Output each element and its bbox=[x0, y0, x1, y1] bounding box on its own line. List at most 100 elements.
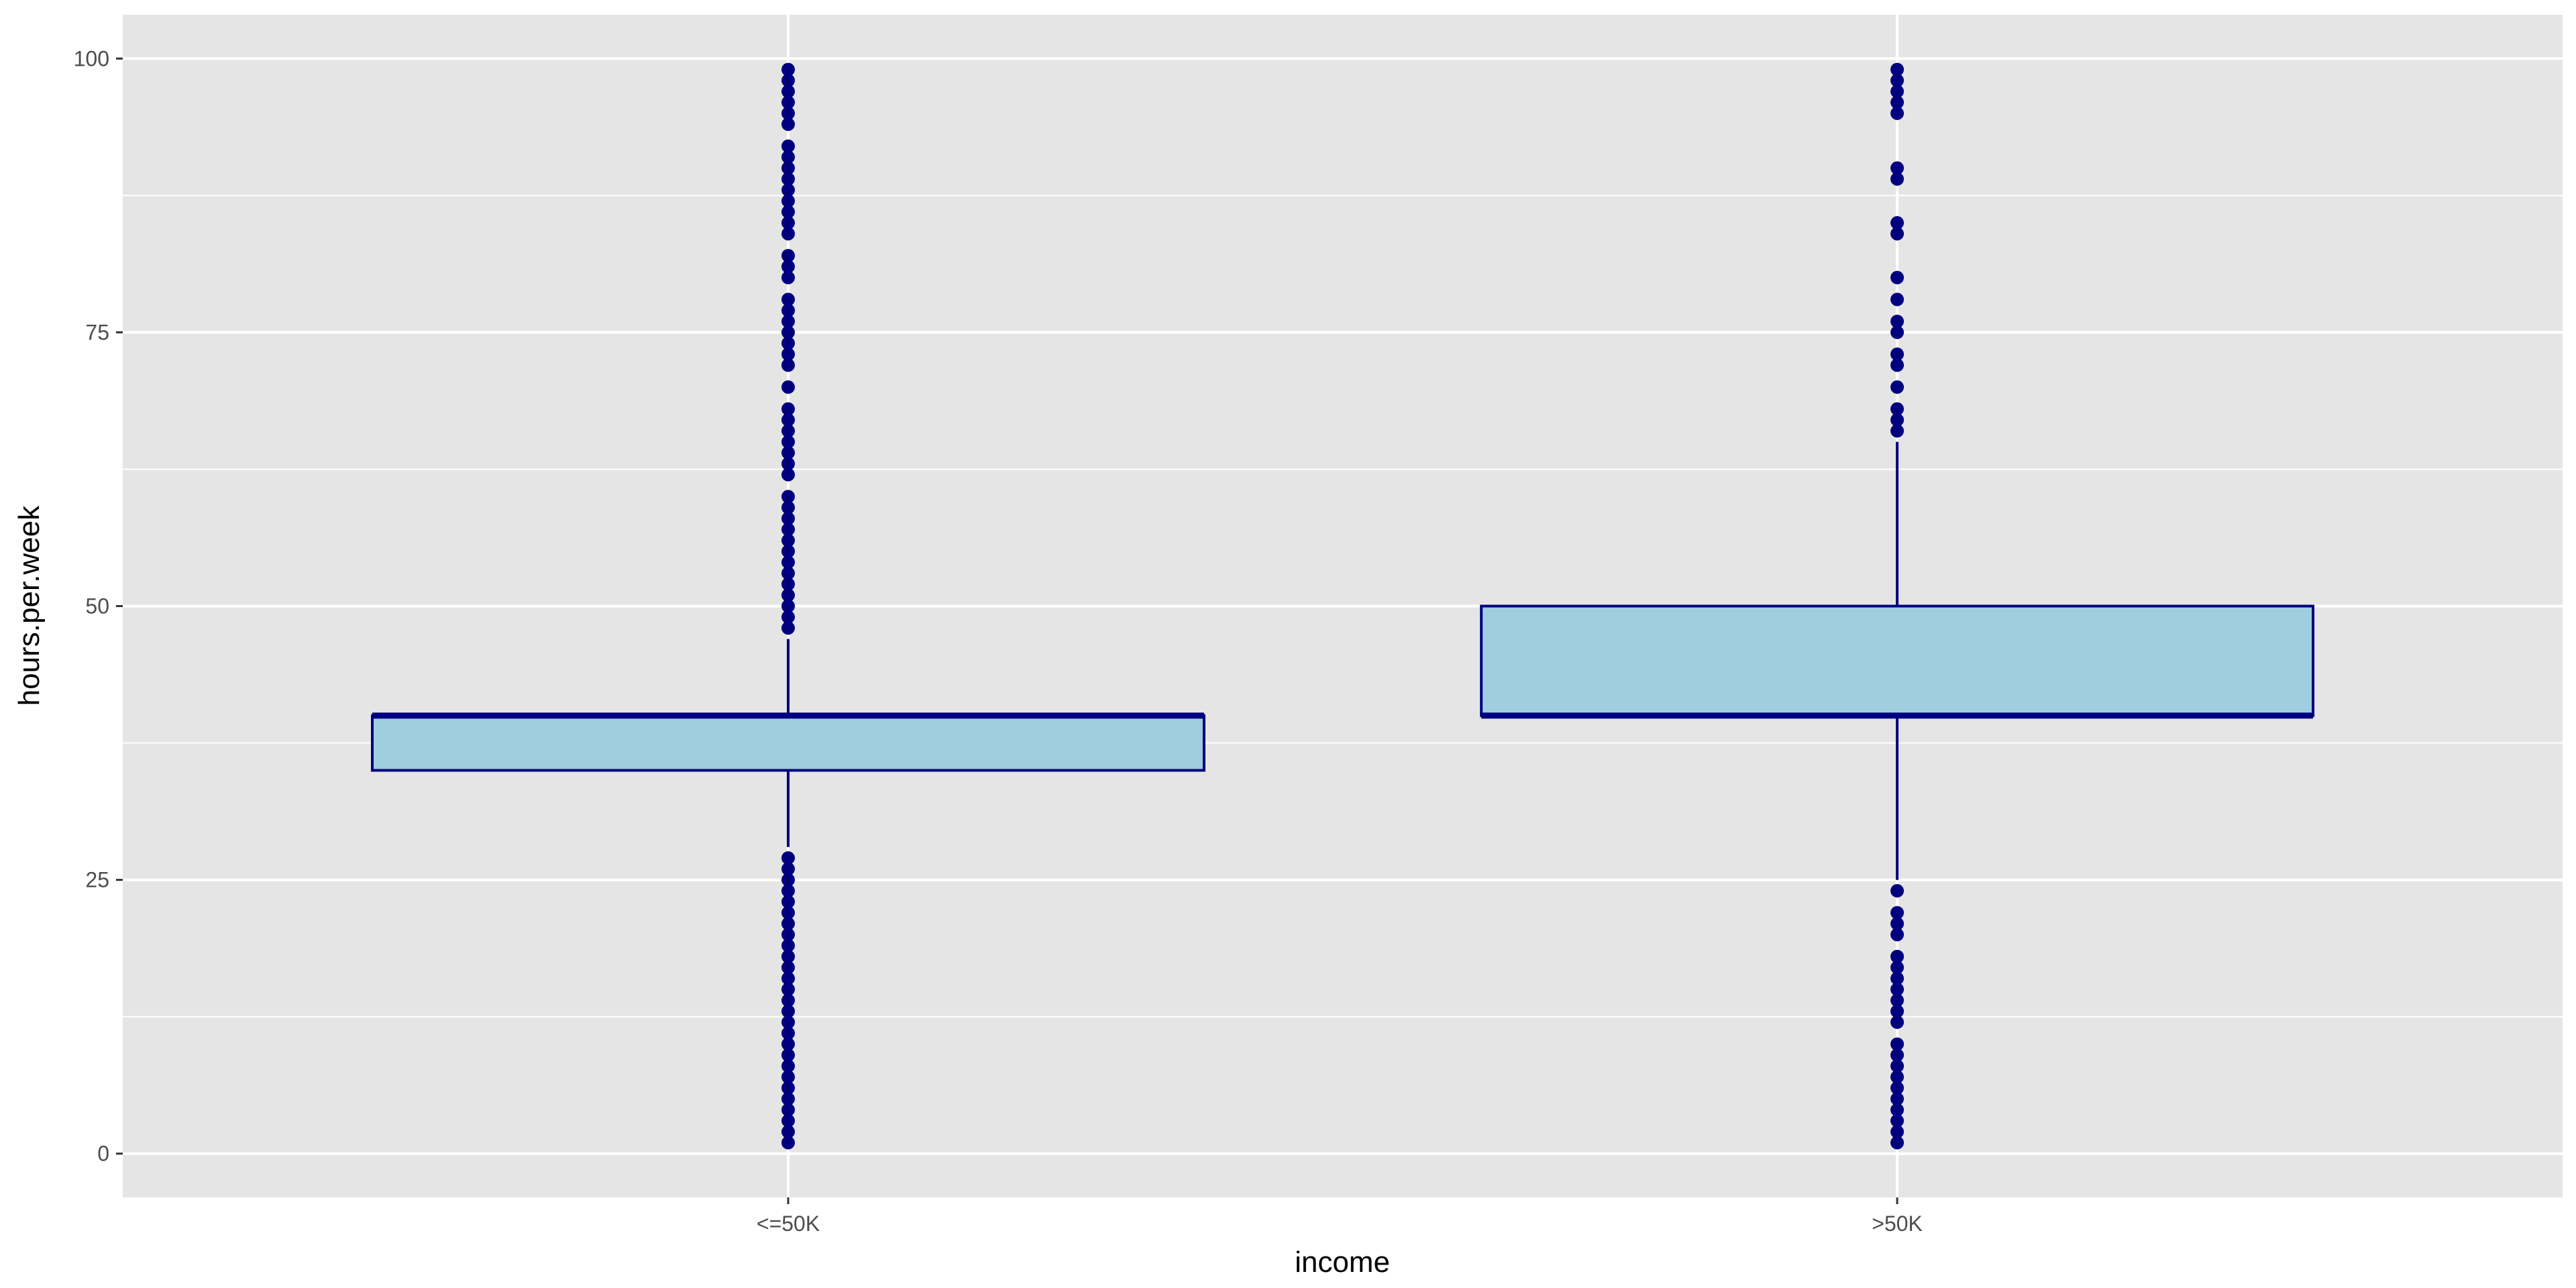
outlier-point bbox=[781, 62, 795, 76]
box-iqr bbox=[1480, 604, 2315, 717]
outlier-point bbox=[781, 949, 795, 963]
outlier-point bbox=[781, 457, 795, 471]
outlier-point bbox=[1890, 906, 1904, 920]
outlier-point bbox=[781, 1059, 795, 1073]
box-iqr bbox=[370, 714, 1205, 772]
outlier-point bbox=[781, 336, 795, 350]
outlier-point bbox=[781, 906, 795, 920]
outlier-point bbox=[1890, 325, 1904, 339]
outlier-point bbox=[781, 500, 795, 515]
outlier-point bbox=[1890, 916, 1904, 930]
box-group bbox=[1480, 62, 2315, 1150]
outlier-point bbox=[1890, 270, 1904, 284]
outlier-point bbox=[781, 95, 795, 109]
outlier-point bbox=[781, 435, 795, 449]
outlier-point bbox=[781, 106, 795, 120]
outlier-point bbox=[1890, 1103, 1904, 1117]
outlier-point bbox=[1890, 380, 1904, 394]
y-tick-label: 25 bbox=[85, 868, 109, 892]
outlier-point bbox=[781, 883, 795, 898]
outlier-point bbox=[781, 862, 795, 876]
outlier-point bbox=[781, 139, 795, 153]
outlier-point bbox=[781, 358, 795, 372]
outlier-point bbox=[781, 566, 795, 580]
outlier-point bbox=[781, 183, 795, 197]
outlier-point bbox=[781, 1070, 795, 1084]
boxes bbox=[370, 62, 2315, 1150]
outlier-point bbox=[781, 982, 795, 996]
outlier-point bbox=[1890, 358, 1904, 372]
outlier-point bbox=[781, 1114, 795, 1128]
outlier-point bbox=[1890, 73, 1904, 87]
y-axis: 0 25 50 75 100 bbox=[74, 46, 123, 1166]
outlier-point bbox=[1890, 1004, 1904, 1018]
outlier-point bbox=[1890, 1136, 1904, 1150]
x-tick-label: <=50K bbox=[757, 1212, 820, 1236]
outlier-point bbox=[781, 851, 795, 865]
outlier-point bbox=[781, 205, 795, 219]
y-tick-label: 50 bbox=[85, 594, 109, 619]
outlier-point bbox=[1890, 1070, 1904, 1084]
outlier-point bbox=[781, 511, 795, 525]
outlier-point bbox=[781, 544, 795, 558]
outlier-point bbox=[781, 172, 795, 186]
outlier-point bbox=[781, 555, 795, 570]
outlier-point bbox=[781, 347, 795, 362]
outlier-point bbox=[1890, 85, 1904, 99]
outlier-point bbox=[781, 315, 795, 329]
box-group bbox=[370, 62, 1205, 1150]
outlier-point bbox=[1890, 1092, 1904, 1106]
outlier-point bbox=[1890, 106, 1904, 120]
outlier-point bbox=[1890, 982, 1904, 996]
outlier-point bbox=[781, 445, 795, 460]
outlier-point bbox=[781, 873, 795, 887]
outlier-point bbox=[781, 971, 795, 985]
outlier-point bbox=[781, 588, 795, 602]
outlier-point bbox=[1890, 1015, 1904, 1029]
outlier-point bbox=[1890, 994, 1904, 1008]
x-axis-title: income bbox=[1295, 1246, 1390, 1279]
outlier-point bbox=[781, 161, 795, 175]
y-tick-label: 100 bbox=[74, 46, 109, 70]
x-axis: <=50K >50K bbox=[757, 1197, 1923, 1236]
outlier-point bbox=[781, 928, 795, 942]
outlier-point bbox=[781, 249, 795, 263]
outlier-point bbox=[781, 490, 795, 504]
outlier-point bbox=[781, 413, 795, 427]
outlier-point bbox=[781, 1048, 795, 1062]
x-tick-label: >50K bbox=[1872, 1212, 1923, 1236]
outlier-point bbox=[1890, 1125, 1904, 1139]
outlier-point bbox=[781, 1125, 795, 1139]
outlier-point bbox=[781, 468, 795, 482]
outlier-point bbox=[1890, 883, 1904, 898]
outlier-point bbox=[1890, 1037, 1904, 1051]
outlier-point bbox=[781, 260, 795, 274]
outlier-point bbox=[1890, 949, 1904, 963]
outlier-point bbox=[781, 380, 795, 394]
outlier-point bbox=[781, 916, 795, 930]
outlier-point bbox=[1890, 216, 1904, 230]
outlier-point bbox=[781, 402, 795, 416]
outlier-point bbox=[781, 270, 795, 284]
outlier-point bbox=[1890, 402, 1904, 416]
outlier-point bbox=[1890, 928, 1904, 942]
outlier-point bbox=[781, 895, 795, 909]
outlier-point bbox=[781, 599, 795, 613]
outlier-point bbox=[1890, 1059, 1904, 1073]
outlier-point bbox=[781, 424, 795, 438]
outlier-point bbox=[781, 117, 795, 131]
outlier-point bbox=[781, 325, 795, 339]
outlier-point bbox=[781, 523, 795, 537]
outlier-point bbox=[781, 1004, 795, 1018]
outlier-point bbox=[781, 610, 795, 624]
outlier-point bbox=[1890, 315, 1904, 329]
outlier-point bbox=[1890, 172, 1904, 186]
y-tick-label: 0 bbox=[97, 1142, 109, 1166]
outlier-point bbox=[781, 994, 795, 1008]
y-axis-title: hours.per.week bbox=[13, 505, 46, 706]
outlier-point bbox=[781, 1103, 795, 1117]
outlier-point bbox=[781, 938, 795, 953]
outlier-point bbox=[781, 85, 795, 99]
outlier-point bbox=[1890, 971, 1904, 985]
